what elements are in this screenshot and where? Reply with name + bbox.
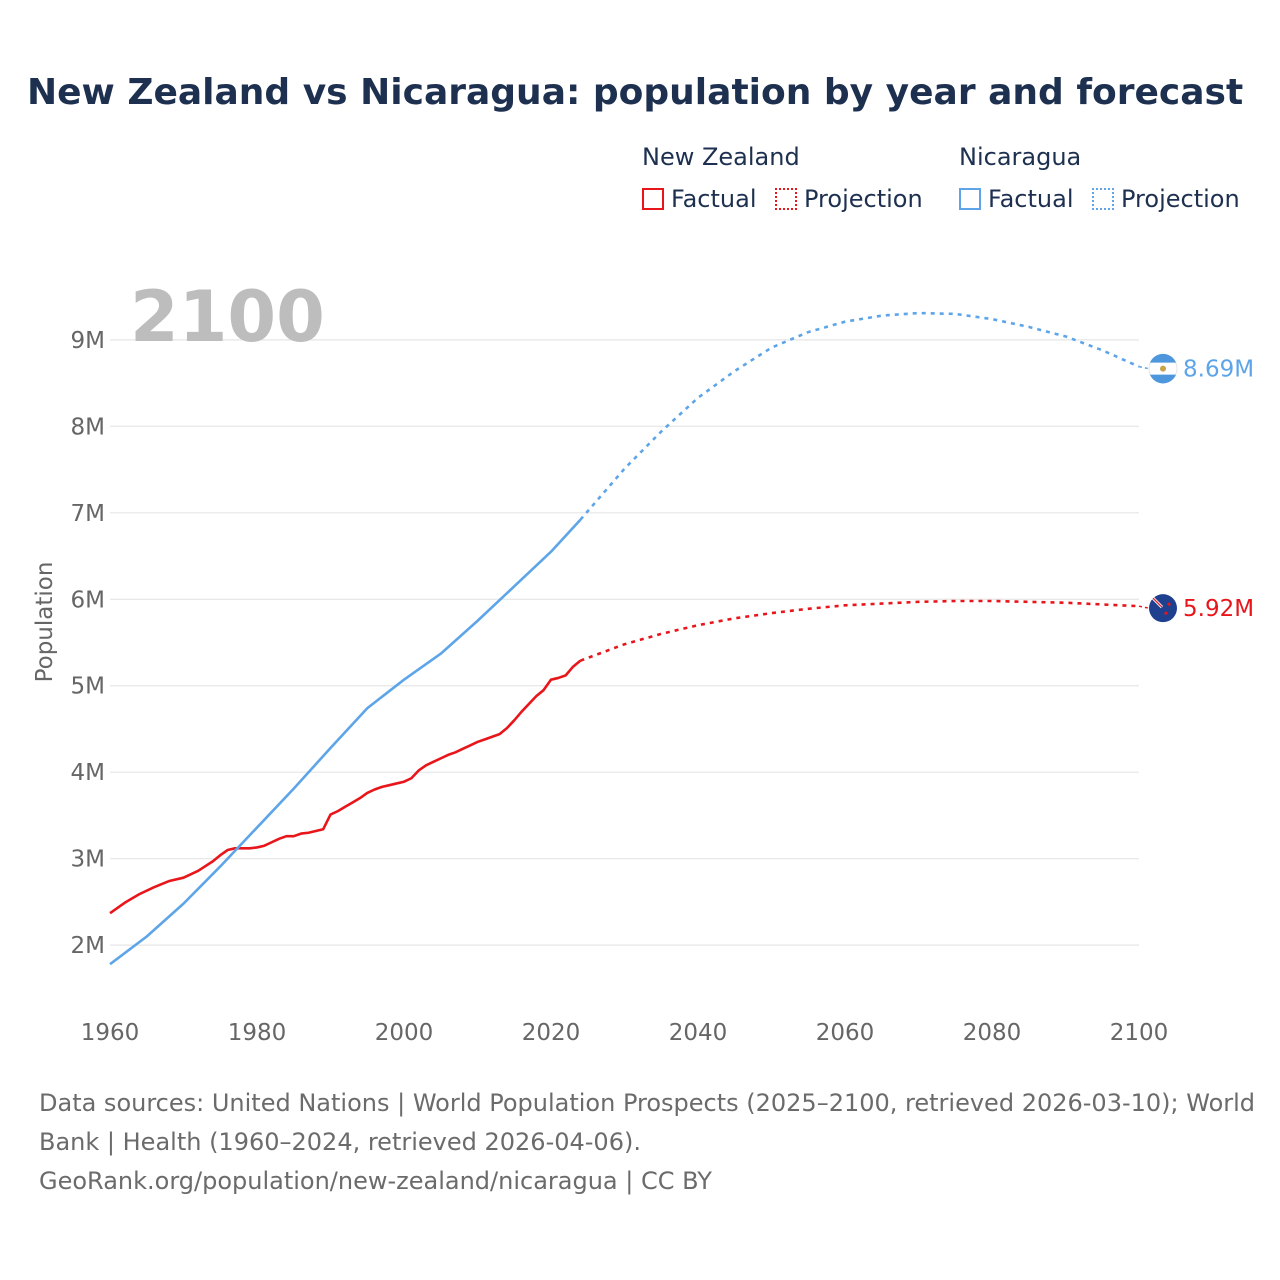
legend-label: Projection <box>804 185 923 213</box>
x-tick-label: 2080 <box>963 1020 1022 1046</box>
end-connector <box>1138 605 1150 609</box>
series-line-nicaragua-factual <box>109 518 582 966</box>
y-tick-label: 3M <box>71 847 105 873</box>
chart-title: New Zealand vs Nicaragua: population by … <box>27 72 1244 113</box>
legend-item-new-zealand-factual[interactable]: Factual <box>642 185 757 213</box>
flag-star <box>1164 611 1168 615</box>
series-line-nicaragua-projection <box>579 311 1140 521</box>
legend-item-nicaragua-factual[interactable]: Factual <box>959 185 1074 213</box>
end-value-label-nicaragua: 8.69M <box>1183 357 1254 383</box>
legend-item-nicaragua-projection[interactable]: Projection <box>1092 185 1240 213</box>
end-value-label-new-zealand: 5.92M <box>1183 596 1254 622</box>
series-group <box>109 311 1140 966</box>
y-tick-label: 2M <box>71 933 105 959</box>
y-tick-label: 5M <box>71 674 105 700</box>
footer: Data sources: United Nations | World Pop… <box>39 1084 1256 1201</box>
legend-label: Factual <box>671 185 757 213</box>
footer-source-line-1: Data sources: United Nations | World Pop… <box>39 1089 1256 1117</box>
x-tick-label: 2060 <box>816 1020 875 1046</box>
x-tick-label: 1980 <box>228 1020 287 1046</box>
series-line-new-zealand-projection <box>579 599 1140 662</box>
footer-source-line-2: Bank | Health (1960–2024, retrieved 2026… <box>39 1128 641 1156</box>
legend-swatch-dotted-icon <box>775 188 797 210</box>
y-tick-label: 4M <box>71 760 105 786</box>
y-tick-label: 9M <box>71 328 105 354</box>
x-tick-label: 2100 <box>1110 1020 1169 1046</box>
series-line-new-zealand-factual <box>109 659 582 915</box>
flag-emblem <box>1160 365 1166 372</box>
x-tick-label: 2020 <box>522 1020 581 1046</box>
y-axis-ticks: 2M 3M 4M 5M 6M 7M 8M 9M <box>71 328 105 959</box>
year-display: 2100 <box>130 276 325 358</box>
flag-cross-red <box>1152 597 1163 608</box>
x-axis-ticks: 1960 1980 2000 2020 2040 2060 2080 2100 <box>81 1020 1169 1046</box>
legend-group-new-zealand: New Zealand <box>642 143 800 171</box>
flag-star <box>1167 602 1171 606</box>
end-connector <box>1138 365 1150 370</box>
legend-swatch-solid-icon <box>642 188 664 210</box>
y-axis-label: Population <box>32 562 58 683</box>
x-tick-label: 2000 <box>375 1020 434 1046</box>
y-tick-label: 7M <box>71 501 105 527</box>
grid-lines <box>110 339 1139 946</box>
legend-label: Projection <box>1121 185 1240 213</box>
flag-stripe-top <box>1150 353 1176 363</box>
y-tick-label: 8M <box>71 414 105 440</box>
legend-item-new-zealand-projection[interactable]: Projection <box>775 185 923 213</box>
legend-label: Factual <box>988 185 1074 213</box>
legend-swatch-dotted-icon <box>1092 188 1114 210</box>
x-tick-label: 2040 <box>669 1020 728 1046</box>
legend-swatch-solid-icon <box>959 188 981 210</box>
footer-url[interactable]: GeoRank.org/population/new-zealand/nicar… <box>39 1167 712 1195</box>
x-tick-label: 1960 <box>81 1020 140 1046</box>
y-tick-label: 6M <box>71 587 105 613</box>
legend-group-nicaragua: Nicaragua <box>959 143 1082 171</box>
flag-stripe-bottom <box>1150 374 1176 384</box>
end-markers: 5.92M 8.69M <box>1138 353 1254 623</box>
